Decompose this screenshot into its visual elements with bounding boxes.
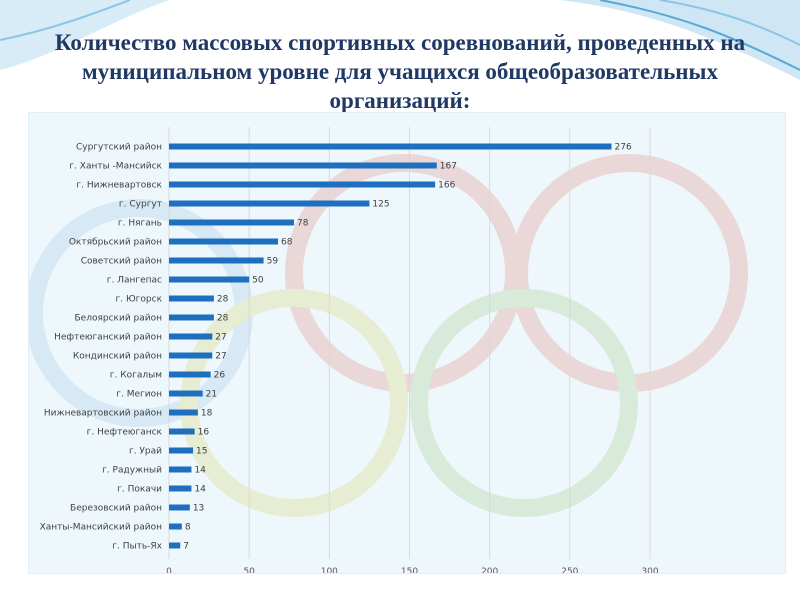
x-tick-label: 200	[481, 567, 498, 573]
wave-line-3	[0, 0, 131, 41]
category-label: Нижневартовский район	[44, 409, 162, 419]
bar	[169, 238, 279, 245]
category-label: г. Радужный	[102, 466, 162, 476]
bar	[169, 200, 370, 207]
value-label: 59	[267, 257, 279, 267]
value-label: 28	[217, 295, 229, 305]
category-label: г. Югорск	[116, 295, 163, 305]
bar	[169, 542, 181, 549]
category-label: г. Нефтеюганск	[87, 428, 163, 438]
value-label: 50	[252, 276, 264, 286]
value-label: 8	[185, 523, 191, 533]
value-label: 15	[196, 447, 207, 457]
x-tick-label: 150	[401, 567, 418, 573]
bar	[169, 162, 437, 169]
category-label: г. Урай	[129, 447, 162, 457]
value-label: 16	[198, 428, 210, 438]
bar	[169, 409, 198, 416]
bar	[169, 219, 295, 226]
bar	[169, 352, 213, 359]
category-label: г. Когалым	[110, 371, 162, 381]
bar	[169, 143, 612, 150]
category-label: Сургутский район	[76, 143, 162, 153]
ring-5	[410, 289, 638, 517]
x-tick-label: 0	[166, 567, 172, 573]
value-label: 18	[201, 409, 213, 419]
ring-4	[180, 289, 408, 517]
header-wave-decoration	[0, 0, 800, 80]
bar	[169, 504, 190, 511]
value-label: 276	[615, 143, 632, 153]
bar	[169, 276, 250, 283]
category-label: г. Нижневартовск	[76, 181, 162, 191]
value-label: 28	[217, 314, 229, 324]
x-tick-label: 50	[243, 567, 255, 573]
bar	[169, 428, 195, 435]
value-label: 125	[372, 200, 389, 210]
category-label: г. Лангепас	[107, 276, 162, 286]
value-label: 14	[194, 466, 206, 476]
bar	[169, 295, 214, 302]
wave-line-1	[599, 0, 800, 71]
bar	[169, 466, 192, 473]
value-label: 27	[215, 333, 226, 343]
x-tick-label: 300	[641, 567, 658, 573]
value-label: 21	[206, 390, 217, 400]
category-label: г. Покачи	[117, 485, 162, 495]
category-label: Кондинский район	[73, 352, 162, 362]
value-label: 68	[281, 238, 293, 248]
value-label: 78	[297, 219, 309, 229]
bar	[169, 333, 213, 340]
value-label: 167	[440, 162, 457, 172]
value-label: 166	[438, 181, 455, 191]
x-tick-label: 250	[561, 567, 578, 573]
category-label: г. Сургут	[119, 200, 162, 210]
chart-area: 0 50 100 150 200 250 300 Сургутский район 276 г. …	[28, 112, 786, 574]
category-label: г. Мегион	[116, 390, 162, 400]
bar	[169, 314, 214, 321]
wave-shape-left	[0, 0, 170, 70]
category-label: Ханты-Мансийский район	[40, 523, 162, 533]
bar	[169, 257, 264, 264]
bar	[169, 447, 194, 454]
bar	[169, 181, 436, 188]
x-tick-label: 100	[321, 567, 338, 573]
value-label: 7	[183, 542, 189, 552]
category-label: Белоярский район	[74, 314, 162, 324]
category-label: г. Нягань	[118, 219, 162, 229]
value-label: 14	[194, 485, 206, 495]
category-label: Советский район	[81, 257, 162, 267]
wave-line-2	[659, 0, 800, 46]
category-label: г. Пыть-Ях	[112, 542, 162, 552]
bar-chart: 0 50 100 150 200 250 300 Сургутский район 276 г. …	[40, 127, 659, 573]
category-label: г. Ханты -Мансийск	[69, 162, 162, 172]
category-label: Нефтеюганский район	[54, 333, 162, 343]
category-label: Березовский район	[70, 504, 162, 514]
slide-title: Количество массовых спортивных соревнова…	[54, 30, 746, 113]
bar	[169, 485, 192, 492]
value-label: 26	[214, 371, 226, 381]
bar	[169, 390, 203, 397]
value-label: 13	[193, 504, 204, 514]
bar	[169, 523, 182, 530]
value-label: 27	[215, 352, 226, 362]
bar	[169, 371, 211, 378]
category-label: Октябрьский район	[69, 238, 162, 248]
